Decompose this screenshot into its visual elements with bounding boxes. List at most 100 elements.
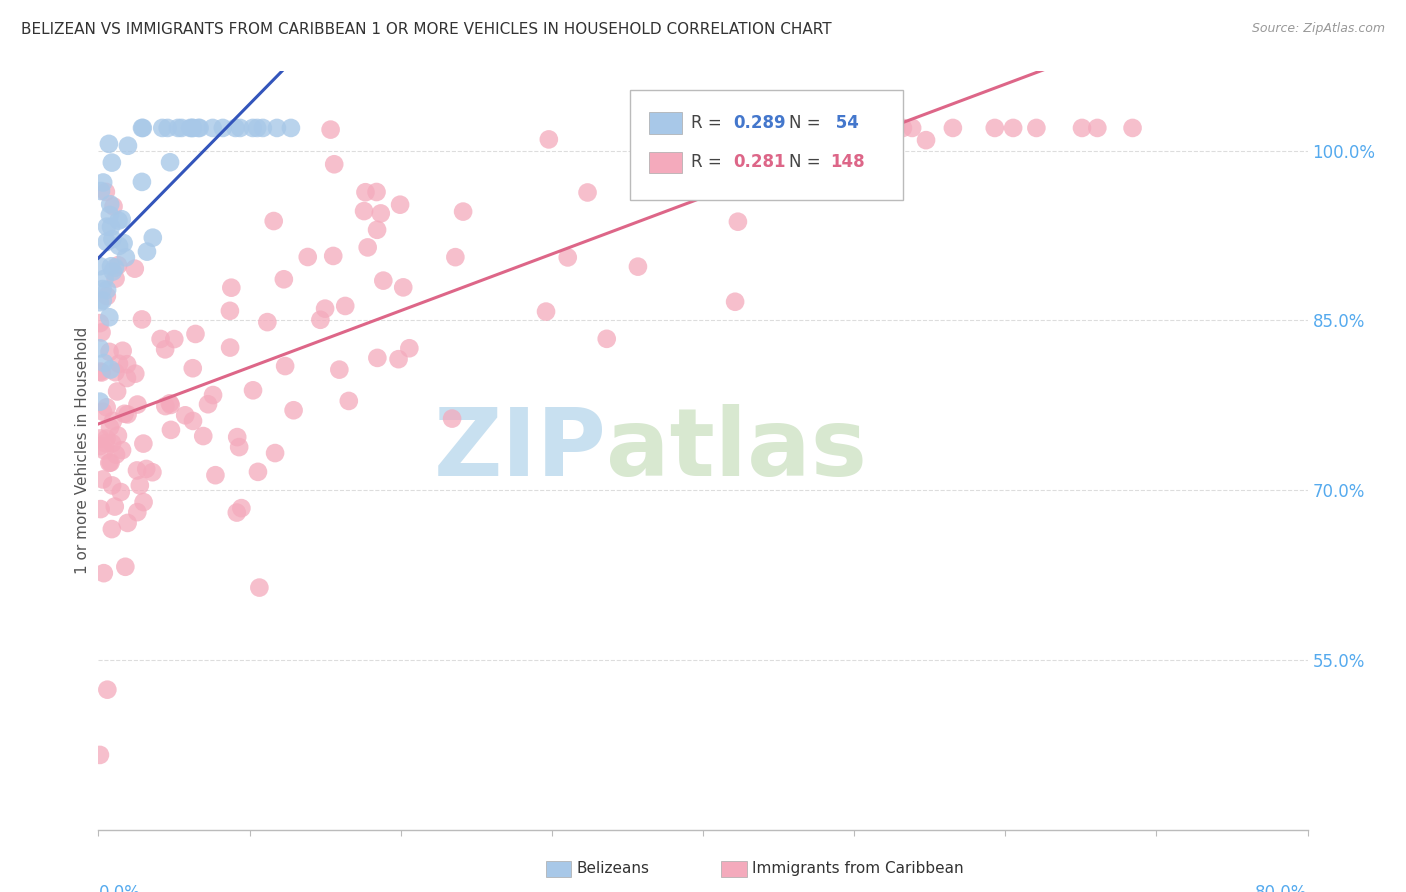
Point xyxy=(179,120,201,135)
Point xyxy=(676,139,699,153)
Point xyxy=(984,120,1007,135)
Point xyxy=(93,356,115,370)
Point xyxy=(142,230,165,244)
Point xyxy=(297,250,319,264)
Point xyxy=(115,371,138,385)
Point xyxy=(170,120,193,135)
Point xyxy=(159,396,181,410)
Point xyxy=(117,408,139,422)
Point xyxy=(127,505,149,519)
Point xyxy=(280,120,302,135)
Point xyxy=(131,312,153,326)
Point xyxy=(389,197,412,211)
Point xyxy=(110,485,132,500)
Point xyxy=(252,120,274,135)
Point xyxy=(228,440,250,454)
Point xyxy=(90,326,112,340)
Point xyxy=(149,332,172,346)
Point xyxy=(851,120,873,135)
Text: 0.289: 0.289 xyxy=(734,114,786,132)
Point xyxy=(132,120,155,135)
Point xyxy=(89,394,111,409)
Point xyxy=(89,747,111,762)
Point xyxy=(107,213,129,227)
Point xyxy=(101,264,124,278)
Point xyxy=(156,120,179,135)
Point xyxy=(246,120,269,135)
Point xyxy=(883,152,905,166)
Point xyxy=(159,398,181,412)
Point xyxy=(115,357,138,371)
Point xyxy=(231,501,253,516)
Point xyxy=(1122,120,1144,135)
Point xyxy=(246,465,269,479)
Point xyxy=(366,223,388,237)
Point xyxy=(117,516,139,530)
Point xyxy=(204,468,226,483)
Point xyxy=(107,428,129,442)
Point xyxy=(274,359,297,373)
Point xyxy=(174,409,197,423)
Point xyxy=(117,138,139,153)
Point xyxy=(337,393,360,408)
Point xyxy=(319,122,342,136)
Point xyxy=(104,500,127,514)
Point xyxy=(596,332,619,346)
Point xyxy=(328,362,350,376)
Point xyxy=(111,343,134,358)
Point xyxy=(224,120,246,135)
Point xyxy=(219,341,242,355)
Point xyxy=(96,219,118,234)
Point xyxy=(534,304,557,318)
Point xyxy=(775,120,797,135)
Point xyxy=(98,420,121,434)
Point xyxy=(89,431,111,445)
Point xyxy=(127,398,149,412)
Point xyxy=(103,199,125,213)
Point xyxy=(188,120,211,135)
Point xyxy=(114,407,136,421)
Point xyxy=(100,456,122,470)
Point xyxy=(387,352,409,367)
Point xyxy=(159,155,181,169)
Point xyxy=(98,310,121,325)
Point xyxy=(263,214,285,228)
Text: R =: R = xyxy=(690,153,727,171)
Point xyxy=(155,399,177,413)
Point xyxy=(89,316,111,330)
Point xyxy=(89,439,111,453)
Point xyxy=(915,133,938,147)
Point xyxy=(135,462,157,476)
Point xyxy=(229,120,252,135)
Text: Immigrants from Caribbean: Immigrants from Caribbean xyxy=(752,862,965,876)
Point xyxy=(683,120,706,135)
Point xyxy=(111,212,134,227)
Point xyxy=(89,259,111,273)
Point xyxy=(101,414,124,428)
Point xyxy=(114,559,136,574)
Point xyxy=(101,522,124,536)
Text: BELIZEAN VS IMMIGRANTS FROM CARIBBEAN 1 OR MORE VEHICLES IN HOUSEHOLD CORRELATIO: BELIZEAN VS IMMIGRANTS FROM CARIBBEAN 1 … xyxy=(21,22,832,37)
Point xyxy=(557,251,579,265)
Point xyxy=(187,120,209,135)
Point xyxy=(96,682,118,697)
Point xyxy=(226,430,249,444)
Point xyxy=(101,155,124,169)
Point xyxy=(690,179,713,194)
Point xyxy=(167,120,190,135)
Point xyxy=(181,361,204,376)
Point xyxy=(181,414,204,428)
Point xyxy=(101,436,124,450)
Point xyxy=(942,120,965,135)
Point xyxy=(242,120,264,135)
Point xyxy=(247,581,270,595)
Point xyxy=(97,136,120,151)
Point xyxy=(202,388,225,402)
Point xyxy=(242,384,264,398)
Point xyxy=(91,293,114,308)
Point xyxy=(181,120,204,135)
Point xyxy=(128,478,150,492)
Point xyxy=(108,357,131,371)
Point xyxy=(105,384,128,399)
Point xyxy=(160,423,183,437)
